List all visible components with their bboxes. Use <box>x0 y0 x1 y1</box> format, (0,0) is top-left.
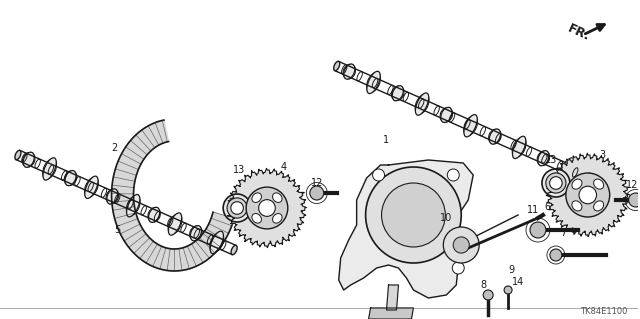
Circle shape <box>546 173 566 193</box>
Ellipse shape <box>64 171 77 185</box>
Text: 13: 13 <box>545 155 557 165</box>
Text: 6: 6 <box>545 202 551 212</box>
Text: 3: 3 <box>600 150 606 160</box>
Circle shape <box>223 194 251 222</box>
Ellipse shape <box>512 137 526 157</box>
Text: 2: 2 <box>111 143 118 153</box>
Ellipse shape <box>148 208 161 222</box>
Ellipse shape <box>148 207 160 222</box>
Text: FR.: FR. <box>566 22 592 44</box>
Ellipse shape <box>231 245 237 255</box>
Ellipse shape <box>333 61 340 71</box>
Ellipse shape <box>440 108 452 122</box>
Ellipse shape <box>252 193 262 203</box>
Ellipse shape <box>15 150 21 160</box>
Ellipse shape <box>43 159 56 179</box>
Ellipse shape <box>537 151 550 166</box>
Circle shape <box>447 169 460 181</box>
Circle shape <box>628 193 640 207</box>
Ellipse shape <box>168 214 182 234</box>
Ellipse shape <box>106 189 118 204</box>
Ellipse shape <box>513 136 526 159</box>
Ellipse shape <box>538 151 549 166</box>
Text: 12: 12 <box>310 178 323 188</box>
Ellipse shape <box>572 179 582 189</box>
Circle shape <box>259 200 275 216</box>
Ellipse shape <box>85 176 98 198</box>
Ellipse shape <box>392 86 403 101</box>
Text: 9: 9 <box>508 265 514 275</box>
Ellipse shape <box>252 213 262 223</box>
Ellipse shape <box>43 158 56 180</box>
Ellipse shape <box>168 213 182 235</box>
Ellipse shape <box>273 193 282 203</box>
Text: 7: 7 <box>560 228 566 238</box>
Ellipse shape <box>343 64 355 79</box>
Ellipse shape <box>488 129 501 144</box>
Ellipse shape <box>127 195 140 217</box>
Circle shape <box>542 169 570 197</box>
Polygon shape <box>111 120 234 271</box>
Circle shape <box>504 286 512 294</box>
Ellipse shape <box>210 231 223 254</box>
Ellipse shape <box>593 179 604 189</box>
Ellipse shape <box>464 116 477 136</box>
Text: 12: 12 <box>627 180 639 190</box>
Polygon shape <box>339 160 473 298</box>
Circle shape <box>444 227 479 263</box>
Text: 4: 4 <box>281 162 287 172</box>
Circle shape <box>227 198 247 218</box>
Text: 1: 1 <box>383 135 388 145</box>
Circle shape <box>550 177 562 189</box>
Ellipse shape <box>490 129 500 144</box>
Ellipse shape <box>415 94 429 114</box>
Ellipse shape <box>561 159 575 179</box>
Ellipse shape <box>190 226 202 241</box>
Ellipse shape <box>441 107 452 122</box>
Circle shape <box>231 202 243 214</box>
Text: 11: 11 <box>527 205 539 215</box>
Text: 10: 10 <box>440 213 452 223</box>
Ellipse shape <box>273 213 282 223</box>
Ellipse shape <box>585 173 591 183</box>
Text: 14: 14 <box>512 277 524 287</box>
Circle shape <box>372 169 385 181</box>
Ellipse shape <box>22 152 35 167</box>
Ellipse shape <box>210 233 224 252</box>
Polygon shape <box>227 168 307 248</box>
Ellipse shape <box>344 64 355 79</box>
Circle shape <box>381 183 445 247</box>
Ellipse shape <box>126 196 140 216</box>
Polygon shape <box>369 308 413 319</box>
Circle shape <box>530 222 546 238</box>
Text: 13: 13 <box>233 165 245 175</box>
Ellipse shape <box>23 152 35 167</box>
Ellipse shape <box>593 201 604 211</box>
Ellipse shape <box>65 171 76 186</box>
Circle shape <box>566 173 610 217</box>
Text: 5: 5 <box>115 225 121 235</box>
Ellipse shape <box>464 115 477 137</box>
Polygon shape <box>546 153 629 237</box>
Circle shape <box>483 290 493 300</box>
Circle shape <box>452 262 464 274</box>
Circle shape <box>246 187 288 229</box>
Ellipse shape <box>415 93 429 115</box>
Circle shape <box>579 186 596 204</box>
Circle shape <box>310 186 324 200</box>
Ellipse shape <box>107 189 118 204</box>
Circle shape <box>453 237 469 253</box>
Text: 8: 8 <box>480 280 486 290</box>
Ellipse shape <box>189 226 202 241</box>
Text: TK84E1100: TK84E1100 <box>580 307 627 315</box>
Circle shape <box>550 249 562 261</box>
Ellipse shape <box>367 72 380 92</box>
Ellipse shape <box>84 177 99 197</box>
Ellipse shape <box>561 158 574 180</box>
Ellipse shape <box>572 201 582 211</box>
Polygon shape <box>387 285 399 310</box>
Ellipse shape <box>367 71 380 93</box>
Ellipse shape <box>392 86 404 100</box>
Circle shape <box>365 167 461 263</box>
